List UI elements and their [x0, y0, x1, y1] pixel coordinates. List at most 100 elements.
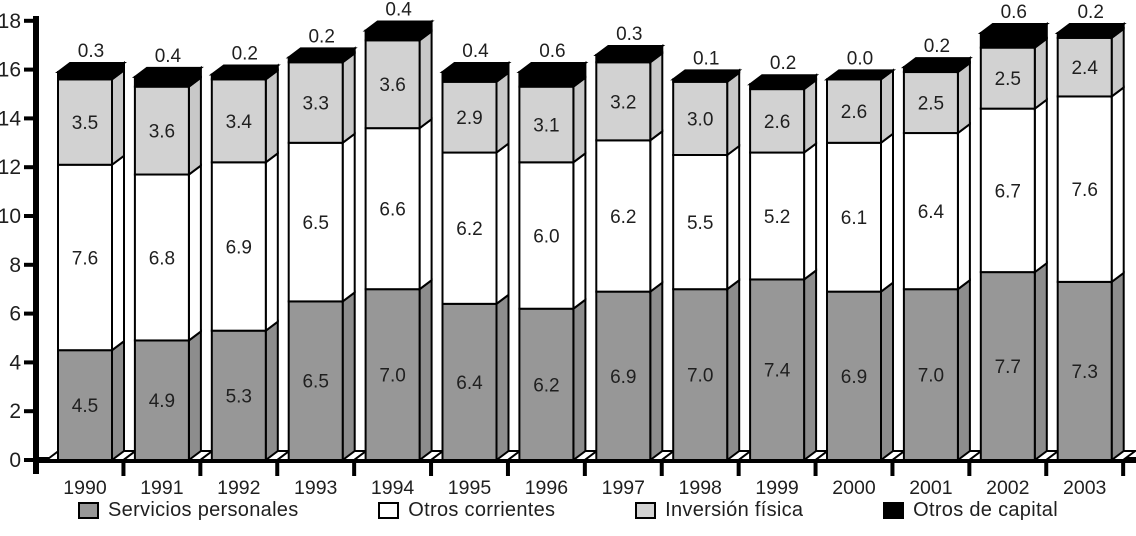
bar-value-label: 0.6 — [539, 41, 565, 62]
bar-value-label: 0.3 — [78, 41, 104, 62]
x-axis-tick — [1044, 463, 1049, 476]
bar-segment-side — [341, 290, 356, 462]
bar-segment — [518, 85, 575, 164]
bar-value-label: 0.1 — [693, 48, 719, 69]
bar-value-label: 2.4 — [1071, 58, 1098, 79]
x-category-label: 2000 — [832, 477, 876, 499]
bar-value-label: 7.6 — [1071, 180, 1097, 201]
bar-segment — [1056, 280, 1113, 461]
y-axis-tick — [24, 67, 39, 72]
bar-value-label: 3.1 — [533, 116, 559, 137]
y-tick-label: 18 — [0, 10, 21, 33]
bar-value-label: 3.4 — [226, 112, 253, 133]
bar-value-label: 2.9 — [456, 108, 482, 129]
bar-segment-side — [495, 141, 510, 306]
bar-segment — [364, 39, 421, 130]
bar-segment — [979, 46, 1036, 110]
bar-value-label: 4.5 — [72, 396, 98, 417]
bar-segment — [57, 71, 113, 81]
bar-value-label: 2.6 — [764, 112, 790, 133]
y-tick-label: 14 — [0, 107, 21, 130]
bar-value-label: 3.0 — [687, 109, 713, 130]
x-category-label: 1991 — [140, 477, 183, 499]
bar-segment-side — [495, 292, 510, 462]
bar-segment-side — [1033, 36, 1048, 111]
x-axis-tick — [429, 463, 434, 476]
y-tick-label: 6 — [9, 303, 21, 326]
y-axis-tick — [24, 409, 39, 414]
bar-segment — [287, 141, 344, 303]
x-axis-tick — [198, 463, 203, 476]
x-axis-tick — [736, 463, 741, 476]
bar-value-label: 7.0 — [379, 366, 405, 387]
bar-segment — [749, 151, 806, 281]
bar-value-label: 6.5 — [302, 213, 328, 234]
x-category-label: 1992 — [217, 477, 260, 499]
bar-value-label: 5.5 — [687, 213, 713, 234]
bar-top-face — [1054, 23, 1127, 34]
bar-segment — [595, 53, 652, 64]
y-tick-label: 0 — [9, 449, 21, 472]
x-axis-tick — [813, 463, 818, 476]
bar-segment — [979, 107, 1036, 274]
x-axis-tick — [505, 463, 510, 476]
bar-segment-side — [111, 339, 125, 462]
bar-segment — [210, 161, 267, 332]
bar-top-face — [285, 47, 358, 59]
bar-value-label: 7.4 — [764, 361, 791, 382]
bar-segment-side — [111, 68, 125, 167]
bar-segment-side — [1110, 270, 1125, 462]
bar-segment-side — [341, 51, 356, 145]
legend-item-inversion-fisica: Inversión física — [635, 499, 803, 522]
bar-value-label: 0.3 — [616, 24, 642, 45]
bar-segment-side — [956, 122, 971, 292]
legend-swatch-otros-de-capital-icon — [883, 502, 905, 519]
bar-value-label: 6.2 — [610, 207, 636, 228]
bar-top-face — [208, 64, 281, 76]
bar-segment-side — [956, 278, 971, 462]
bar-segment-side — [726, 144, 741, 292]
bar-value-label: 6.9 — [610, 367, 636, 388]
bar-segment-side — [880, 68, 894, 145]
bar-segment — [441, 80, 498, 154]
x-category-label: 1997 — [602, 477, 645, 499]
bar-segment-side — [572, 75, 587, 165]
bar-segment — [210, 329, 267, 461]
bar-segment-side — [649, 280, 664, 462]
bar-value-label: 7.0 — [918, 366, 944, 387]
y-axis — [33, 16, 39, 474]
bar-top-face — [131, 66, 204, 78]
bar-segment — [441, 302, 498, 461]
bar-value-label: 0.4 — [155, 46, 182, 67]
x-category-label: 2003 — [1063, 477, 1106, 499]
bar-segment-side — [111, 153, 125, 353]
bar-segment-side — [880, 131, 894, 294]
y-tick-label: 10 — [0, 205, 21, 228]
bar-value-label: 7.6 — [72, 248, 98, 269]
bar-segment-side — [495, 70, 510, 155]
bar-segment — [595, 139, 652, 293]
bar-value-label: 0.2 — [924, 36, 950, 57]
bar-segment — [749, 88, 806, 154]
x-category-label: 1994 — [371, 477, 415, 499]
x-category-label: 1990 — [63, 477, 107, 499]
y-tick-label: 4 — [9, 351, 21, 374]
legend-swatch-servicios-personales-icon — [78, 502, 99, 519]
bar-segment — [826, 141, 882, 293]
x-axis-tick — [1121, 463, 1126, 476]
bar-top-face — [55, 62, 127, 74]
bar-segment-side — [803, 78, 818, 155]
bar-value-label: 3.6 — [379, 75, 405, 96]
bar-segment — [1056, 95, 1113, 283]
bar-top-face — [670, 69, 743, 81]
bar-segment-side — [649, 129, 664, 294]
bar-segment — [518, 71, 575, 88]
bar-segment — [672, 80, 729, 156]
y-axis-tick — [24, 360, 39, 365]
bar-segment-side — [264, 68, 279, 165]
legend: Servicios personales Otros corrientes In… — [0, 499, 1136, 522]
bar-segment — [133, 75, 190, 88]
bar-value-label: 0.4 — [462, 41, 489, 62]
y-axis-tick — [24, 18, 39, 23]
